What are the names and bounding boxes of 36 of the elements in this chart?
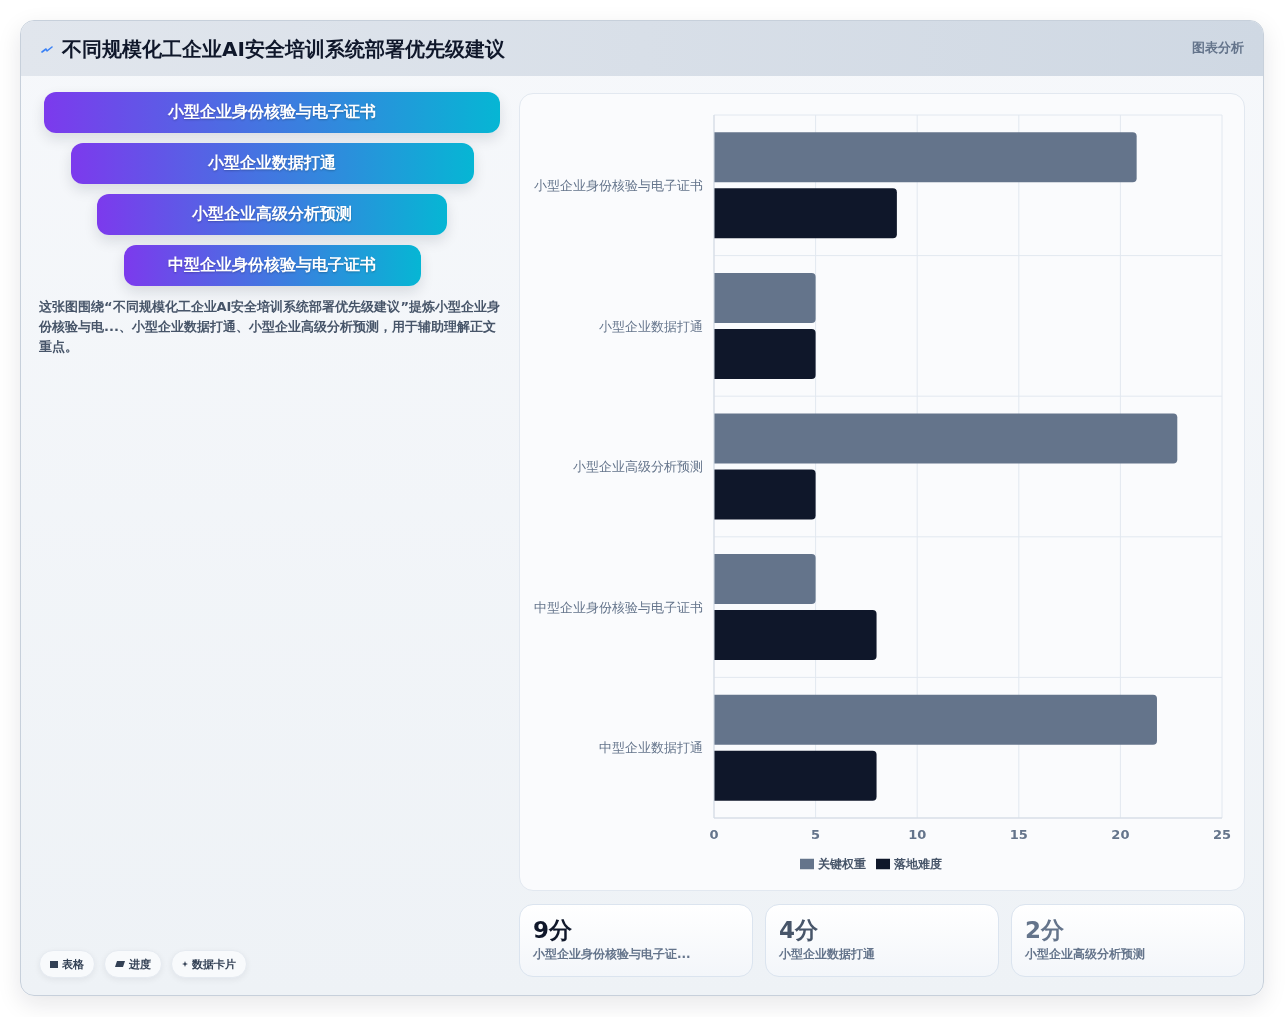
legend-label: 落地难度 xyxy=(893,857,942,871)
bar xyxy=(714,413,1178,464)
y-tick-label: 中型企业数据打通 xyxy=(599,740,703,756)
stat-card: 9分 小型企业身份核验与电子证... xyxy=(519,904,753,977)
x-tick-label: 15 xyxy=(1009,827,1028,843)
y-tick-label: 中型企业身份核验与电子证书 xyxy=(534,599,703,615)
bar xyxy=(714,272,816,323)
pill: 小型企业身份核验与电子证书 xyxy=(44,92,500,133)
pill: 小型企业数据打通 xyxy=(70,143,474,184)
x-tick-label: 10 xyxy=(908,827,927,843)
bar xyxy=(714,188,897,239)
chip: 数据卡片 xyxy=(171,950,247,978)
pill: 中型企业身份核验与电子证书 xyxy=(123,245,421,286)
x-tick-label: 20 xyxy=(1111,827,1130,843)
bar xyxy=(714,694,1157,745)
y-tick-label: 小型企业数据打通 xyxy=(599,318,703,334)
bar xyxy=(714,750,877,801)
stat-card: 4分 小型企业数据打通 xyxy=(765,904,999,977)
bar xyxy=(714,132,1137,183)
y-tick-label: 小型企业高级分析预测 xyxy=(573,459,703,475)
x-tick-label: 0 xyxy=(709,827,719,843)
text: 这张图围绕“不同规模化工企业AI安全培训系统部署优先级建议”提炼小型企业身份核验与电...、小型企业数据打通、小型企业高级分析预测，用于辅助理解正文重点。 xyxy=(39,299,500,354)
text: 图表分析 xyxy=(1192,40,1244,55)
bar xyxy=(714,554,816,605)
y-tick-label: 小型企业身份核验与电子证书 xyxy=(534,177,703,193)
bar xyxy=(714,328,816,379)
x-tick-label: 5 xyxy=(811,827,821,843)
chip: 表格 xyxy=(39,950,95,978)
pill: 小型企业高级分析预测 xyxy=(97,194,447,235)
legend-label: 关键权重 xyxy=(817,857,866,871)
bar xyxy=(714,610,877,661)
text: 不同规模化工企业AI安全培训系统部署优先级建议 xyxy=(62,37,505,61)
bar xyxy=(714,469,816,520)
stat-card: 2分 小型企业高级分析预测 xyxy=(1011,904,1245,977)
chip: 进度 xyxy=(104,950,162,978)
x-tick-label: 25 xyxy=(1212,827,1232,843)
